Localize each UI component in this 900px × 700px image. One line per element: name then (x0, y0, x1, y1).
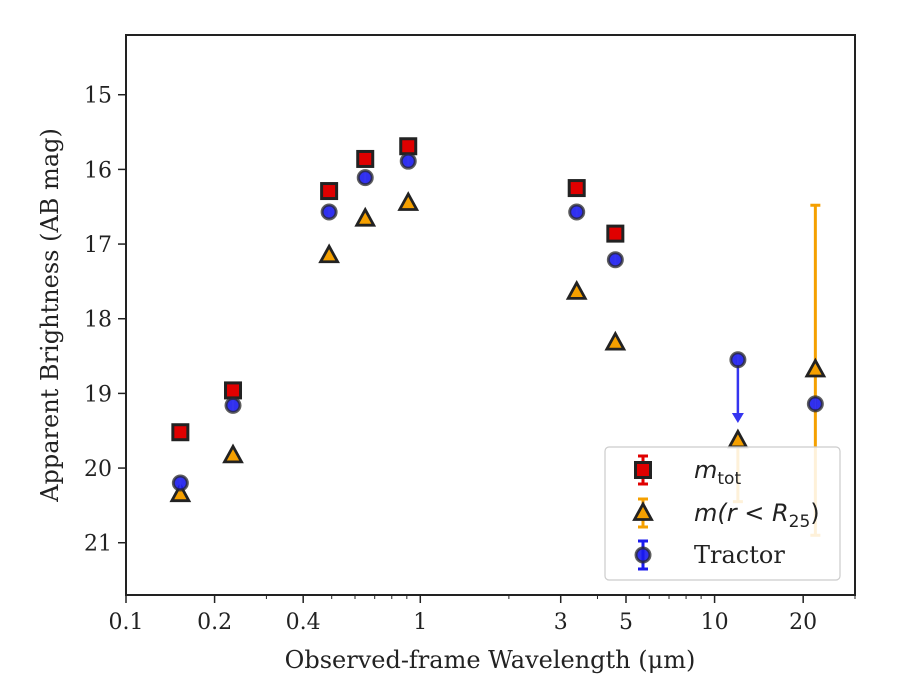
point-square (356, 149, 375, 168)
point-triangle (804, 357, 827, 378)
point-square (224, 381, 243, 400)
limit-arrow-head (731, 413, 744, 424)
series-circle (171, 152, 824, 492)
legend-box (604, 446, 841, 581)
y-tick-label: 17 (84, 233, 112, 258)
legend-label: mtot (694, 456, 741, 489)
x-tick-label: 1 (413, 610, 427, 635)
y-axis-label: Apparent Brightness (AB mag) (36, 128, 64, 503)
axis-ticks: 0.1 0.2 0.4 1 3 5 10 20 15 16 17 18 19 20 21 (84, 84, 856, 635)
point-triangle (222, 443, 244, 464)
point-triangle (397, 191, 420, 211)
legend-marker-triangle (632, 501, 654, 521)
y-tick-label: 15 (84, 84, 112, 109)
point-triangle (354, 206, 377, 227)
legend-marker-square (634, 461, 652, 479)
point-square (320, 182, 339, 201)
x-tick-label: 0.2 (197, 610, 232, 635)
y-tick-label: 18 (84, 308, 112, 333)
point-triangle (604, 330, 627, 351)
point-square (171, 423, 190, 442)
legend-marker-circle (634, 546, 652, 564)
x-tick-label: 20 (789, 610, 817, 635)
legend-label: m(r < R25) (694, 499, 820, 532)
point-square (399, 137, 418, 156)
x-tick-label: 3 (554, 610, 568, 635)
x-tick-label: 0.1 (109, 610, 144, 635)
y-tick-label: 19 (84, 382, 112, 407)
x-tick-label: 10 (701, 610, 729, 635)
legend-label: Tractor (694, 541, 785, 569)
point-square (567, 179, 586, 198)
point-triangle (169, 482, 192, 503)
x-tick-label: 0.4 (286, 610, 321, 635)
x-axis-label: Observed-frame Wavelength (μm) (285, 646, 696, 674)
y-tick-label: 16 (84, 158, 112, 183)
y-tick-label: 20 (84, 457, 112, 482)
data-marks (169, 137, 827, 537)
point-square (606, 224, 625, 243)
point-triangle (318, 243, 340, 264)
y-tick-label: 21 (84, 532, 112, 557)
series-square (171, 137, 625, 442)
point-triangle (565, 279, 588, 300)
x-tick-label: 5 (619, 610, 633, 635)
legend: mtot m(r < R25) Tractor (604, 446, 841, 581)
